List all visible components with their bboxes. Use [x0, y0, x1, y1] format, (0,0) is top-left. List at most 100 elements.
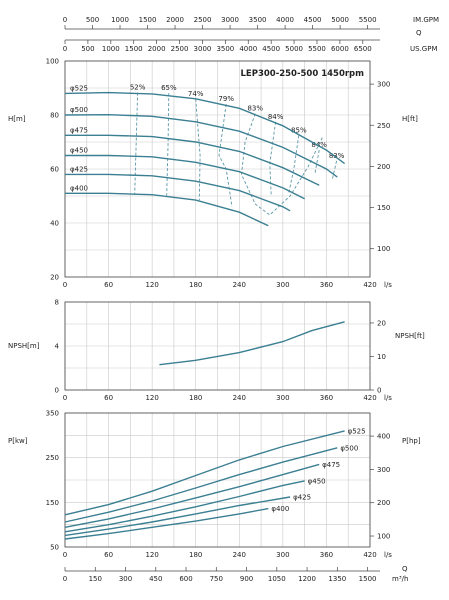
y2-tick-label: 100 [377, 533, 390, 541]
efficiency-curve [314, 150, 320, 175]
y-axis-label: NPSH[m] [8, 342, 40, 350]
y-tick-label: 350 [46, 410, 59, 418]
usgpm-tick-label: 3000 [194, 45, 212, 53]
y2-axis-label: P[hp] [402, 437, 421, 445]
series-curve [65, 154, 305, 200]
y2-axis-label: H[ft] [402, 115, 418, 123]
efficiency-curve [288, 135, 300, 194]
y2-tick-label: 300 [377, 81, 390, 89]
efficiency-label: 85% [291, 126, 307, 134]
series-curve [65, 192, 269, 227]
y-tick-label: 60 [50, 166, 59, 174]
efficiency-label: 84% [311, 141, 327, 149]
imgpm-tick-label: 3000 [221, 16, 239, 24]
usgpm-tick-label: 5000 [285, 45, 303, 53]
efficiency-curve [166, 93, 170, 196]
imgpm-tick-label: 2000 [166, 16, 184, 24]
y2-tick-label: 0 [377, 387, 381, 395]
y2-tick-label: 250 [377, 122, 390, 130]
usgpm-tick-label: 1500 [125, 45, 143, 53]
series-label: φ475 [70, 126, 88, 134]
y2-tick-label: 20 [377, 319, 386, 327]
imgpm-tick-label: 4500 [304, 16, 322, 24]
x-tick-label: 300 [276, 281, 289, 289]
y-tick-label: 40 [50, 220, 59, 228]
usgpm-tick-label: 2500 [171, 45, 189, 53]
y-tick-label: 250 [46, 454, 59, 462]
imgpm-tick-label: 5500 [359, 16, 377, 24]
x-tick-label: 120 [145, 394, 158, 402]
efficiency-label: 65% [161, 84, 177, 92]
efficiency-curve [331, 160, 338, 180]
efficiency-label: 52% [130, 84, 146, 92]
x-tick-label: 180 [189, 394, 202, 402]
plot-frame [64, 301, 371, 391]
y-tick-label: 80 [50, 112, 59, 120]
y2-tick-label: 300 [377, 466, 390, 474]
x-tick-label: 0 [63, 394, 67, 402]
usgpm-tick-label: 5500 [308, 45, 326, 53]
series-label: φ450 [70, 147, 88, 155]
series-label: φ500 [70, 106, 88, 114]
y-axis-label: H[m] [8, 115, 26, 123]
m3h-tick-label: 1350 [328, 575, 346, 583]
usgpm-tick-label: 4500 [262, 45, 280, 53]
usgpm-tick-label: 2000 [148, 45, 166, 53]
series-label: φ500 [340, 444, 358, 452]
top-flow-axes: 0 500 1000 1500 2000 2500 3000 3500 4000 4500 5000… [63, 16, 439, 53]
bottom-q-label: Q [402, 565, 408, 573]
usgpm-tick-label: 1000 [102, 45, 120, 53]
imgpm-tick-label: 500 [86, 16, 99, 24]
series-curve [65, 173, 291, 212]
imgpm-tick-label: 4000 [276, 16, 294, 24]
x-unit-label: l/s [384, 281, 392, 289]
efficiency-curve [134, 92, 139, 195]
efficiency-label: 79% [218, 95, 234, 103]
x-tick-label: 60 [104, 281, 113, 289]
y-tick-label: 4 [55, 343, 60, 351]
series-curve [64, 113, 338, 178]
x-tick-label: 300 [276, 551, 289, 559]
x-tick-label: 180 [189, 551, 202, 559]
series-curve [64, 447, 338, 523]
efficiency-curve [218, 104, 233, 207]
x-tick-label: 120 [145, 281, 158, 289]
x-tick-label: 0 [63, 281, 67, 289]
series-curve [64, 91, 346, 165]
imgpm-tick-label: 5000 [331, 16, 349, 24]
x-tick-label: 360 [320, 281, 333, 289]
x-tick-label: 360 [320, 394, 333, 402]
x-tick-label: 420 [363, 551, 376, 559]
usgpm-tick-label: 6000 [331, 45, 349, 53]
x-tick-label: 60 [104, 551, 113, 559]
m3h-tick-label: 600 [179, 575, 192, 583]
m3h-tick-label: 1200 [298, 575, 316, 583]
efficiency-curve [195, 98, 201, 201]
x-tick-label: 180 [189, 281, 202, 289]
bottom-flow-axis: 0 150 300 450 600 750 900 1050 1200 1350 1500 m³/h Q [63, 565, 409, 583]
y-axis-label: P[kw] [8, 437, 28, 445]
series-curve [65, 134, 320, 186]
y-tick-label: 50 [50, 544, 59, 552]
head-panel: 20 40 60 80 100 100 150 200 250 300 H[m] H[ft] 0 60 12… [8, 58, 418, 290]
series-label: φ525 [348, 427, 366, 435]
y-tick-label: 150 [46, 499, 59, 507]
imgpm-tick-label: 0 [63, 16, 67, 24]
y-tick-label: 100 [46, 58, 59, 66]
series-label: φ525 [70, 84, 88, 92]
y-tick-label: 20 [50, 274, 59, 282]
efficiency-label: 83% [247, 105, 263, 113]
y2-tick-label: 400 [377, 433, 390, 441]
m3h-tick-label: 1500 [359, 575, 377, 583]
x-tick-label: 60 [104, 394, 113, 402]
x-unit-label: l/s [384, 394, 392, 402]
usgpm-tick-label: 6500 [354, 45, 372, 53]
series-curve [64, 463, 320, 528]
imgpm-unit-label: IM.GPM [413, 16, 439, 24]
m3h-unit-label: m³/h [392, 575, 408, 583]
x-tick-label: 420 [363, 394, 376, 402]
y2-tick-label: 150 [377, 204, 390, 212]
imgpm-tick-label: 3500 [249, 16, 267, 24]
series-curve [64, 430, 345, 516]
